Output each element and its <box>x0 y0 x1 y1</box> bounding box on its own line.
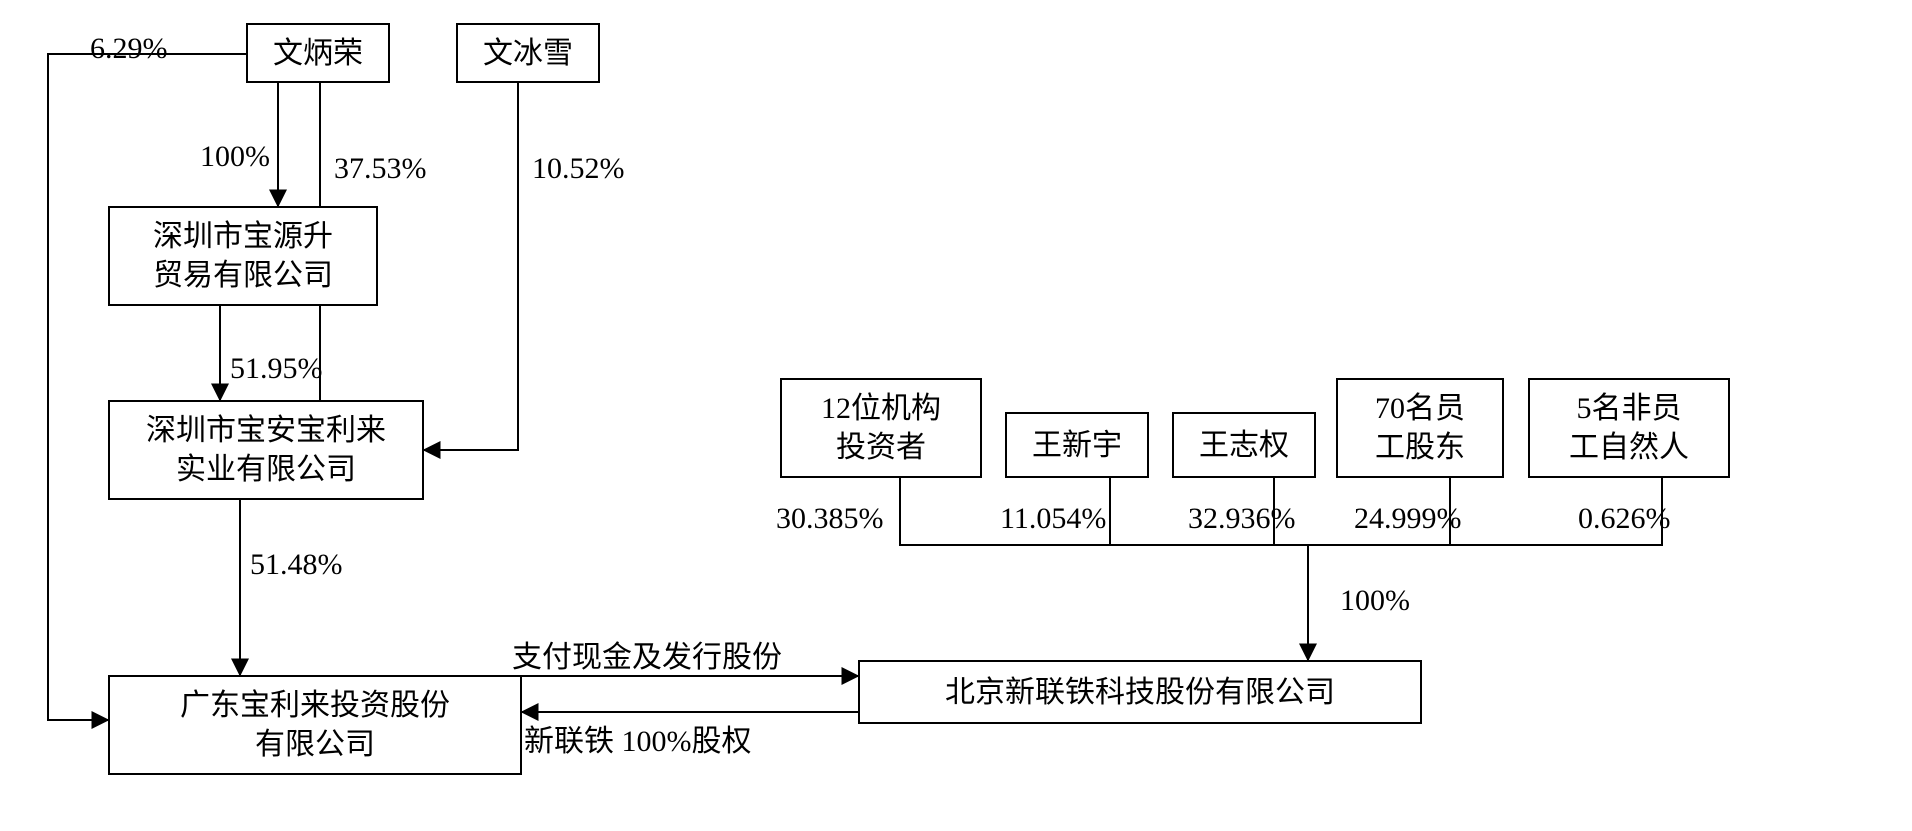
label-p51.48: 51.48% <box>250 548 343 582</box>
edge-3 <box>424 83 518 450</box>
node-nonemp5: 5名非员 工自然人 <box>1528 378 1730 478</box>
node-gdbaolilai: 广东宝利来投资股份 有限公司 <box>108 675 522 775</box>
node-emp70: 70名员 工股东 <box>1336 378 1504 478</box>
label-exlabel2: 新联铁 100%股权 <box>524 716 752 760</box>
label-p6.29: 6.29% <box>90 32 168 66</box>
label-p24.999: 24.999% <box>1354 502 1462 536</box>
node-xinliantie: 北京新联铁科技股份有限公司 <box>858 660 1422 724</box>
node-baoanbaolilai: 深圳市宝安宝利来 实业有限公司 <box>108 400 424 500</box>
label-p0.626: 0.626% <box>1578 502 1671 536</box>
node-inv12: 12位机构 投资者 <box>780 378 982 478</box>
node-wangzhiquan: 王志权 <box>1172 412 1316 478</box>
label-p30.385: 30.385% <box>776 502 884 536</box>
label-p37.53: 37.53% <box>334 152 427 186</box>
label-p32.936: 32.936% <box>1188 502 1296 536</box>
label-p11.054: 11.054% <box>1000 502 1106 536</box>
node-baoyuansheng: 深圳市宝源升 贸易有限公司 <box>108 206 378 306</box>
node-wangxinyu: 王新宇 <box>1005 412 1149 478</box>
node-wenbingrong: 文炳荣 <box>246 23 390 83</box>
label-p10.52: 10.52% <box>532 152 625 186</box>
label-p100b: 100% <box>1340 584 1410 618</box>
label-p100a: 100% <box>200 140 270 174</box>
label-p51.95: 51.95% <box>230 352 323 386</box>
ownership-diagram: 文炳荣 文冰雪深圳市宝源升 贸易有限公司深圳市宝安宝利来 实业有限公司广东宝利来投… <box>0 0 1912 831</box>
label-exlabel1: 支付现金及发行股份 <box>512 632 782 676</box>
node-wenbingxue: 文冰雪 <box>456 23 600 83</box>
